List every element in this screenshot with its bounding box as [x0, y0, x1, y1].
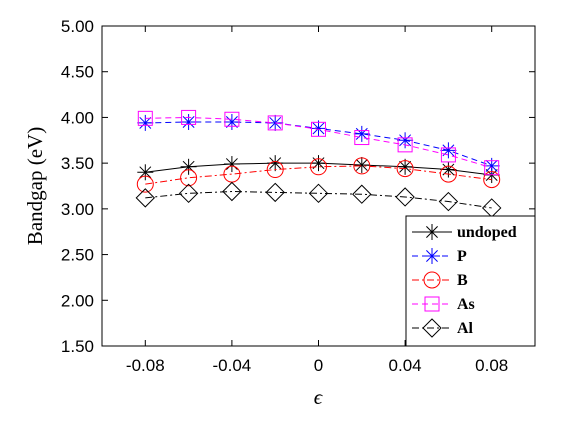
data-point — [180, 169, 198, 187]
x-axis-title: ϵ — [314, 385, 324, 409]
data-point — [352, 184, 372, 204]
data-point — [353, 157, 371, 175]
data-point — [440, 147, 456, 163]
data-point — [223, 156, 240, 173]
series-line — [145, 165, 492, 185]
data-point — [180, 114, 197, 130]
legend-label: P — [457, 248, 467, 265]
legend-box — [405, 215, 536, 347]
data-point — [265, 182, 285, 203]
data-point — [484, 160, 500, 176]
data-point — [397, 137, 413, 153]
x-axis: -0.08 -0.04 0 0.04 0.08 — [126, 26, 508, 375]
data-point — [135, 188, 156, 208]
y-axis-title: Bandgap (eV) — [23, 127, 47, 245]
data-point — [181, 109, 197, 125]
legend-label: B — [457, 272, 468, 289]
data-point — [310, 158, 327, 176]
data-point — [136, 175, 154, 193]
legend-label: As — [457, 296, 475, 313]
data-point — [396, 160, 414, 178]
data-point — [354, 130, 370, 146]
data-point — [397, 158, 414, 175]
x-tick-label: 0.04 — [389, 356, 422, 375]
series-undoped — [137, 155, 500, 184]
data-point — [178, 183, 199, 204]
series-al — [135, 181, 502, 218]
data-point — [397, 132, 414, 149]
data-point — [440, 142, 457, 159]
legend-entry: Al — [412, 318, 474, 338]
legend-marker — [422, 318, 442, 338]
series-as — [137, 109, 500, 176]
y-tick-label: 3.00 — [61, 200, 94, 219]
series-b — [136, 157, 501, 193]
legend-marker — [424, 248, 440, 264]
data-point — [353, 156, 370, 173]
data-point — [311, 121, 326, 137]
legend-marker — [424, 296, 440, 312]
x-tick-label: -0.08 — [126, 356, 165, 375]
x-tick-label: -0.04 — [213, 356, 252, 375]
series-layer — [135, 109, 502, 218]
y-tick-label: 3.50 — [61, 154, 94, 173]
x-tick-label: 0 — [314, 356, 323, 375]
data-point — [137, 110, 153, 126]
legend: undoped PB As Al — [405, 215, 536, 347]
legend-label: Al — [457, 320, 474, 337]
data-point — [137, 164, 154, 181]
legend-entry: undoped — [412, 224, 517, 241]
series-line — [145, 116, 492, 169]
legend-marker — [423, 271, 441, 289]
y-tick-label: 4.00 — [61, 108, 94, 127]
data-point — [137, 114, 154, 131]
data-point — [438, 191, 459, 212]
y-tick-label: 2.50 — [61, 246, 94, 265]
series-line — [145, 190, 492, 209]
y-axis: 5.00 4.50 4.00 3.50 3.00 2.50 2.00 1.50 — [61, 17, 535, 356]
data-point — [310, 120, 327, 137]
y-tick-label: 4.50 — [61, 63, 94, 82]
data-point — [266, 161, 284, 179]
data-point — [224, 111, 240, 127]
data-point — [308, 183, 329, 204]
y-tick-label: 2.00 — [61, 291, 94, 310]
legend-marker — [424, 224, 440, 240]
data-point — [483, 171, 501, 189]
legend-entry: As — [412, 296, 475, 313]
data-point — [267, 115, 283, 131]
legend-entry: B — [412, 271, 468, 289]
y-tick-label: 1.50 — [61, 337, 94, 356]
data-point — [439, 165, 457, 183]
data-point — [310, 155, 327, 172]
x-tick-label: 0.08 — [475, 356, 508, 375]
legend-entry: P — [412, 248, 467, 265]
legend-label: undoped — [457, 224, 517, 241]
data-point — [395, 187, 415, 207]
y-tick-label: 5.00 — [61, 17, 94, 36]
data-point — [222, 181, 242, 202]
data-point — [353, 125, 370, 142]
data-point — [223, 114, 240, 130]
